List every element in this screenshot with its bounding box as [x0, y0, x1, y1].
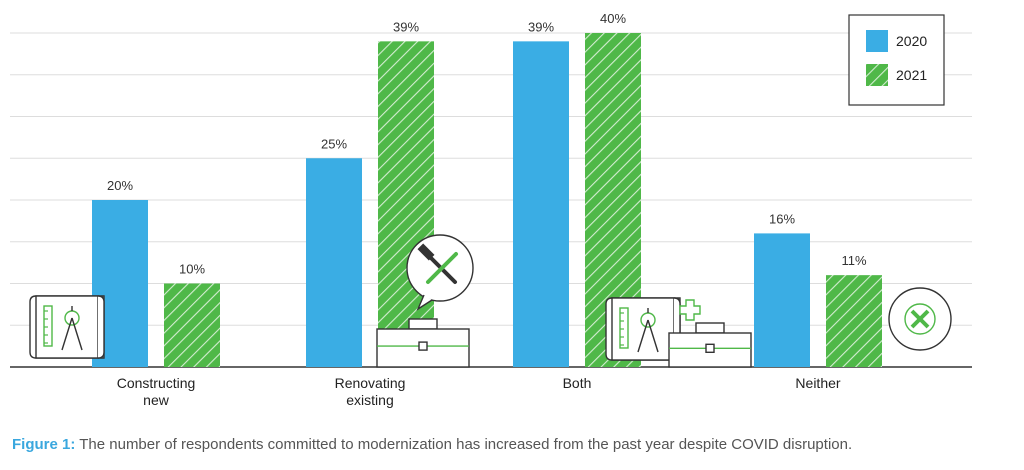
data-label: 10% [179, 262, 205, 277]
figure-caption: Figure 1: The number of respondents comm… [12, 436, 852, 453]
caption-text: The number of respondents committed to m… [75, 436, 853, 453]
category-label: Neither [795, 375, 840, 391]
legend: 2020 2021 [848, 14, 945, 106]
category-label: Renovating [335, 375, 406, 391]
category-label: Constructing [117, 375, 196, 391]
data-label: 16% [769, 211, 795, 226]
bar-2020-3 [754, 233, 810, 367]
legend-label: 2021 [896, 67, 927, 83]
category-label: Both [563, 375, 592, 391]
data-label: 39% [528, 19, 554, 34]
legend-swatch-2021 [866, 64, 888, 86]
data-label: 39% [393, 19, 419, 34]
bar-chart: 20% 25% 39% 16% 10% 39% 40% 11% Constructingnew… [10, 11, 972, 408]
data-label: 11% [841, 253, 866, 268]
blueprint-toolbox-icon [605, 297, 752, 368]
bar-2020-2 [513, 41, 569, 367]
caption-label: Figure 1: [12, 436, 76, 453]
bar-2021-0 [164, 283, 220, 367]
data-label: 25% [321, 136, 347, 151]
bar-2021-1 [378, 41, 434, 367]
bar-2021-3 [826, 275, 882, 367]
category-icons [29, 234, 952, 368]
legend-box [848, 14, 945, 106]
legend-label: 2020 [896, 33, 927, 49]
data-label: 20% [107, 178, 133, 193]
data-label: 40% [600, 11, 626, 26]
tools-toolbox-icon [376, 234, 474, 368]
category-label: existing [346, 392, 393, 408]
cancel-icon [888, 287, 952, 351]
bar-2020-1 [306, 158, 362, 367]
value-labels: 20% 25% 39% 16% 10% 39% 40% 11% [107, 11, 867, 277]
category-label: new [143, 392, 170, 408]
legend-swatch-2020 [866, 30, 888, 52]
blueprint-icon [29, 295, 105, 359]
